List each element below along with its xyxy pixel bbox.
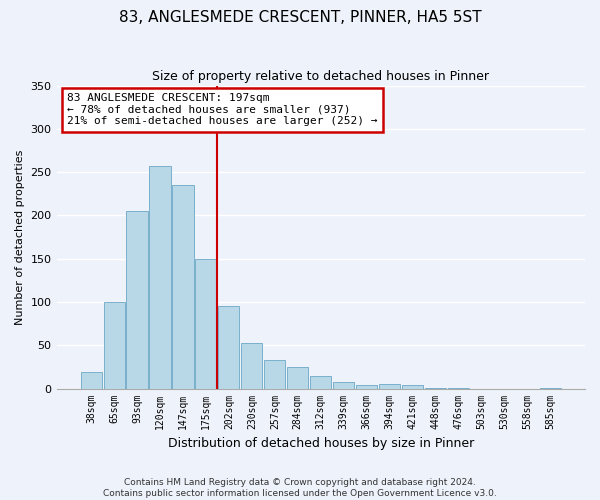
Bar — [241, 342, 262, 388]
Bar — [104, 302, 125, 388]
Text: 83 ANGLESMEDE CRESCENT: 197sqm
← 78% of detached houses are smaller (937)
21% of: 83 ANGLESMEDE CRESCENT: 197sqm ← 78% of … — [67, 93, 377, 126]
Bar — [356, 385, 377, 388]
Title: Size of property relative to detached houses in Pinner: Size of property relative to detached ho… — [152, 70, 489, 83]
Bar — [333, 382, 354, 388]
Y-axis label: Number of detached properties: Number of detached properties — [15, 150, 25, 324]
Bar — [196, 258, 217, 388]
Bar — [379, 384, 400, 388]
Text: Contains HM Land Registry data © Crown copyright and database right 2024.
Contai: Contains HM Land Registry data © Crown c… — [103, 478, 497, 498]
Bar — [310, 376, 331, 388]
Bar — [149, 166, 170, 388]
Bar — [127, 211, 148, 388]
Bar — [80, 372, 101, 388]
Bar — [287, 367, 308, 388]
X-axis label: Distribution of detached houses by size in Pinner: Distribution of detached houses by size … — [167, 437, 474, 450]
Text: 83, ANGLESMEDE CRESCENT, PINNER, HA5 5ST: 83, ANGLESMEDE CRESCENT, PINNER, HA5 5ST — [119, 10, 481, 25]
Bar — [402, 385, 423, 388]
Bar — [218, 306, 239, 388]
Bar — [264, 360, 286, 388]
Bar — [172, 185, 194, 388]
